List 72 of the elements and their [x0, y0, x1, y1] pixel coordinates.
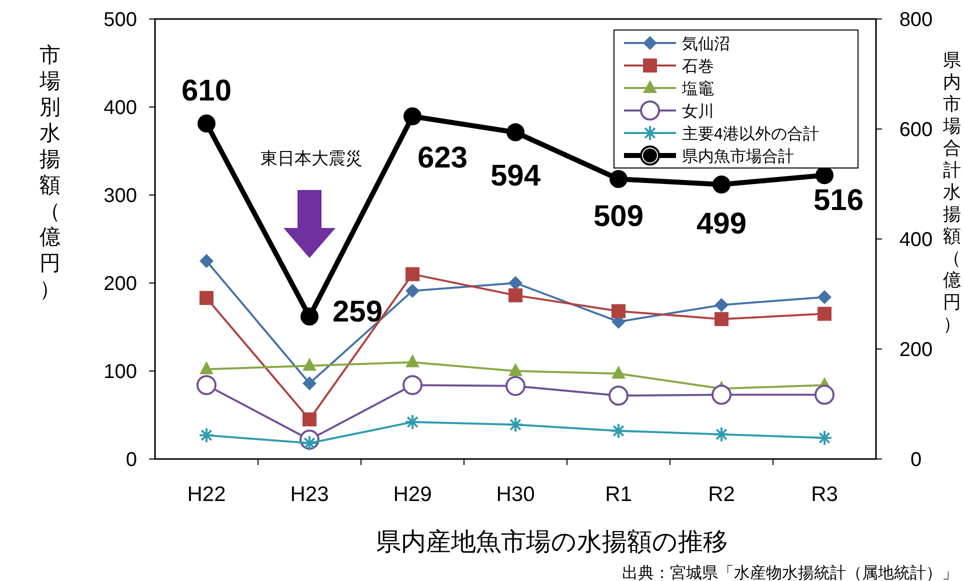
point [404, 107, 422, 126]
legend-label: 県内魚市場合計 [682, 148, 794, 166]
data-label: 509 [593, 200, 644, 234]
point [406, 267, 420, 282]
point [200, 361, 214, 374]
x-tick-label: H23 [290, 483, 329, 506]
y-tick-label: 0 [126, 449, 137, 471]
annotation: 東日本大震災 [260, 149, 362, 168]
point [198, 114, 216, 132]
y2-tick-label: 800 [899, 9, 933, 31]
point [406, 354, 420, 368]
y-tick-label: 200 [104, 273, 137, 295]
point [714, 298, 728, 312]
x-tick-label: R3 [811, 483, 838, 506]
data-label: 623 [417, 141, 468, 174]
x-tick-label: H22 [187, 483, 226, 506]
data-label: 499 [696, 208, 747, 241]
point [712, 176, 730, 194]
point [814, 384, 834, 405]
point [300, 308, 318, 326]
source-note: 出典：宮城県「水産物水揚統計（属地統計）」 [622, 564, 958, 581]
point [508, 276, 522, 290]
point [712, 384, 732, 405]
point [818, 290, 832, 304]
data-label: 259 [332, 296, 383, 329]
y-tick-label: 500 [104, 9, 137, 31]
x-tick-label: H29 [393, 483, 432, 506]
data-label: 594 [490, 159, 541, 192]
point [198, 427, 214, 444]
point [508, 416, 524, 433]
text: 市場別水揚額（億円） [40, 44, 60, 301]
point [612, 304, 626, 318]
data-label: 516 [813, 184, 864, 218]
legend-label: 石巻 [682, 58, 714, 76]
text: 県内市場合計水揚額（億円） [943, 50, 961, 334]
x-tick-label: R1 [605, 483, 632, 506]
legend-label: 女川 [682, 102, 714, 120]
point [506, 123, 524, 142]
y2-tick-label: 200 [899, 339, 933, 361]
y2-tick-label: 0 [910, 449, 922, 471]
point [508, 363, 522, 376]
y2-tick-label: 600 [899, 119, 933, 141]
legend-label: 気仙沼 [682, 36, 730, 53]
point [508, 288, 522, 302]
point [200, 290, 214, 305]
point [196, 375, 216, 396]
x-tick-label: R2 [708, 483, 735, 506]
point [404, 414, 420, 430]
point [302, 412, 316, 426]
text: 県内産地魚市場の水揚額の推移 [376, 528, 728, 556]
point [402, 375, 422, 396]
y-tick-label: 100 [104, 361, 137, 383]
y-tick-label: 300 [104, 185, 137, 207]
point [406, 284, 420, 298]
point [610, 170, 628, 188]
point [714, 312, 728, 326]
point [302, 376, 316, 390]
data-label: 610 [181, 74, 232, 108]
point [506, 376, 526, 396]
point [200, 254, 214, 268]
point [610, 422, 626, 439]
legend-label: 主要4港以外の合計 [682, 125, 819, 143]
point [818, 306, 832, 321]
legend-label: 塩竈 [681, 80, 714, 98]
y2-tick-label: 400 [899, 229, 933, 251]
x-tick-label: H30 [496, 483, 535, 506]
point [612, 366, 626, 379]
point [608, 386, 628, 406]
point [714, 426, 730, 442]
y-tick-label: 400 [104, 97, 137, 119]
point [816, 430, 832, 446]
point [302, 358, 316, 371]
